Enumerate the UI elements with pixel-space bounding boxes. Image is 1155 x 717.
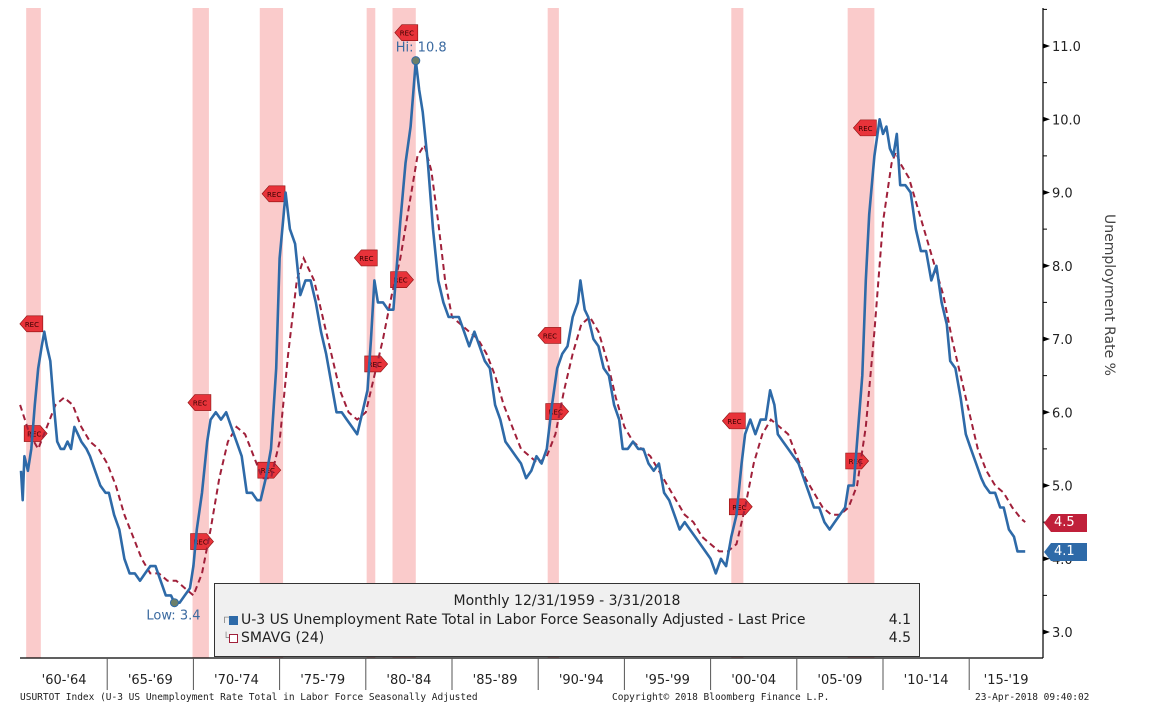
x-axis: '60-'64 '65-'69 '70-'74 '75-'79 '80-'84 '85-'… xyxy=(20,657,1043,690)
y-tick-label: 5.0 xyxy=(1052,480,1073,495)
rec-label: REC xyxy=(394,277,408,285)
rec-label: REC xyxy=(25,321,39,329)
rec-flag-icon xyxy=(537,327,562,344)
x-period-label: '15-'19 xyxy=(984,673,1029,688)
rec-start-marker: REC xyxy=(545,403,570,420)
footer-copyright: Copyright© 2018 Bloomberg Finance L.P. xyxy=(612,692,830,703)
x-period-label: '85-'89 xyxy=(473,673,518,688)
rec-label: REC xyxy=(549,409,563,417)
y-axis: 3.04.05.06.07.08.09.010.011.0 xyxy=(1042,8,1081,658)
smavg-24-line xyxy=(19,142,1026,598)
y-tick-mark xyxy=(1043,43,1050,49)
rec-label: REC xyxy=(368,361,382,369)
rec-flag-icon xyxy=(394,24,419,41)
high-point-dot xyxy=(411,56,421,66)
rec-label: REC xyxy=(267,191,281,199)
x-period-label: '75-'79 xyxy=(300,673,345,688)
rec-label: REC xyxy=(194,539,208,547)
y-tick-mark xyxy=(1043,263,1050,269)
rec-end-marker: REC xyxy=(394,24,419,41)
y-tick-label: 3.0 xyxy=(1052,626,1073,641)
recession-bands xyxy=(26,8,875,658)
smavg-last-badge: 4.5 xyxy=(1044,514,1087,532)
footer-ticker: USURTOT Index (U-3 US Unemployment Rate … xyxy=(20,692,478,703)
recession-band xyxy=(731,8,744,658)
rec-flag-icon xyxy=(353,249,378,267)
legend-smavg-value: 4.5 xyxy=(888,630,911,646)
x-period-label: '00-'04 xyxy=(731,673,776,688)
y-tick-mark xyxy=(1043,190,1050,195)
recession-band xyxy=(392,8,416,658)
x-period-label: '95-'99 xyxy=(645,673,690,688)
annotations: Hi: 10.8 Low: 3.4 xyxy=(146,41,446,624)
y-tick-mark xyxy=(1043,336,1050,342)
red-outline-swatch-icon xyxy=(229,633,238,643)
rec-flag-icon xyxy=(845,452,870,470)
y-tick-label: 10.0 xyxy=(1052,113,1081,128)
y-tick-label: 7.0 xyxy=(1052,333,1073,348)
y-tick-label: 8.0 xyxy=(1052,260,1073,275)
rec-flag-icon xyxy=(257,461,282,479)
x-period-label: '90-'94 xyxy=(559,673,604,688)
x-period-label: '80-'84 xyxy=(386,673,431,688)
legend-smavg-label: SMAVG (24) xyxy=(241,630,325,646)
rec-flag-icon xyxy=(721,412,746,430)
x-period-label: '60-'64 xyxy=(42,673,87,688)
rec-label: REC xyxy=(543,332,557,340)
y-tick-mark xyxy=(1043,556,1050,562)
rec-label: REC xyxy=(727,418,741,426)
recession-band xyxy=(26,8,41,658)
low-label: Low: 3.4 xyxy=(146,609,200,624)
rec-end-marker: REC xyxy=(353,249,378,267)
footer-timestamp: 23-Apr-2018 09:40:02 xyxy=(975,692,1090,703)
y-tick-label: 9.0 xyxy=(1052,187,1073,202)
legend-u3-value: 4.1 xyxy=(888,612,911,628)
u3-last-badge: 4.1 xyxy=(1044,543,1087,561)
rec-end-marker: REC xyxy=(721,412,746,430)
rec-flag-icon xyxy=(19,315,44,333)
blue-swatch-icon xyxy=(229,615,238,625)
legend-title: Monthly 12/31/1959 - 3/31/2018 xyxy=(453,593,681,609)
y-tick-mark xyxy=(1043,629,1050,635)
y-tick-mark xyxy=(1043,483,1050,488)
rec-label: REC xyxy=(27,431,41,439)
x-period-label: '70-'74 xyxy=(214,673,259,688)
rec-end-marker: REC xyxy=(537,327,562,344)
y-tick-mark xyxy=(1043,409,1050,415)
rec-end-marker: REC xyxy=(19,315,44,333)
rec-flag-icon xyxy=(187,394,212,411)
rec-end-marker: REC xyxy=(187,394,212,411)
recession-markers: REC REC REC REC REC REC REC REC REC REC REC REC REC R… xyxy=(19,24,877,550)
y-tick-mark xyxy=(1043,116,1050,122)
recession-band xyxy=(192,8,209,658)
legend-item-smavg[interactable]: └ SMAVG (24) 4.5 xyxy=(223,630,911,648)
legend-box: Monthly 12/31/1959 - 3/31/2018 ⊓ U-3 US U… xyxy=(214,583,920,657)
tree-connector-icon: ⊓ xyxy=(223,614,231,626)
low-point-dot xyxy=(169,598,179,608)
u3-unemployment-line xyxy=(19,59,1026,604)
x-period-label: '65-'69 xyxy=(128,673,173,688)
rec-start-marker: REC xyxy=(728,498,753,516)
y-tick-label: 6.0 xyxy=(1052,406,1073,421)
high-label: Hi: 10.8 xyxy=(396,41,447,56)
tree-connector-icon: └ xyxy=(223,632,230,644)
y-axis-title: Unemployment Rate % xyxy=(1101,214,1117,376)
x-period-label: '05-'09 xyxy=(817,673,862,688)
rec-label: REC xyxy=(193,400,207,408)
legend-u3-label: U-3 US Unemployment Rate Total in Labor … xyxy=(241,612,806,628)
recession-band xyxy=(259,8,284,658)
legend-item-u3[interactable]: ⊓ U-3 US Unemployment Rate Total in Labor… xyxy=(223,612,911,630)
rec-label: REC xyxy=(400,30,414,38)
rec-label: REC xyxy=(732,504,746,512)
y-tick-label: 11.0 xyxy=(1052,40,1081,55)
rec-label: REC xyxy=(359,255,373,263)
recession-band xyxy=(847,8,875,658)
rec-label: REC xyxy=(858,125,872,133)
x-period-label: '10-'14 xyxy=(904,673,949,688)
